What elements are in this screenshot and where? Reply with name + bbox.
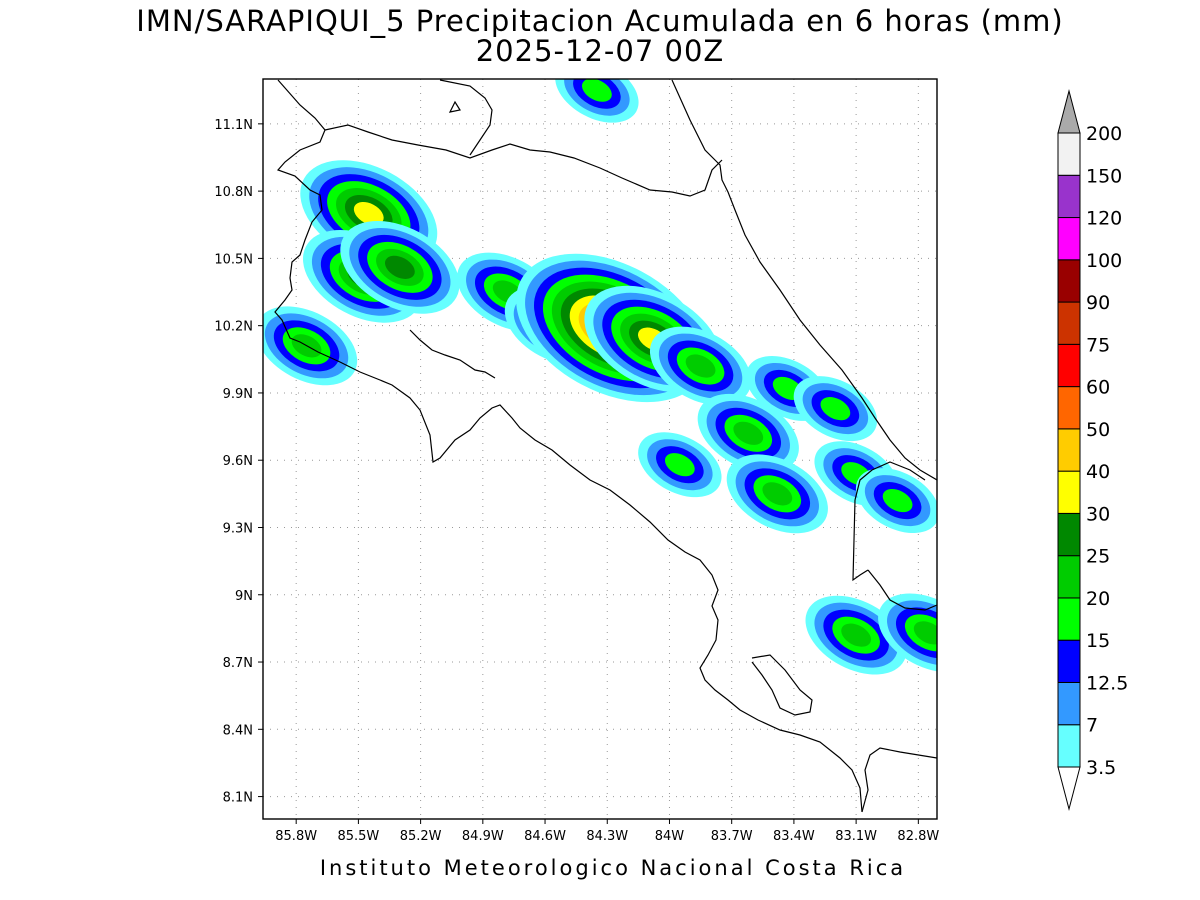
y-tick-label: 10.2N — [214, 320, 253, 335]
y-tick-label: 9.6N — [223, 454, 253, 469]
precip-contour-level — [820, 397, 851, 421]
island — [448, 100, 461, 113]
colorbar-swatch — [1057, 639, 1081, 683]
y-tick-label: 9.9N — [223, 387, 253, 402]
precip-cell — [649, 326, 752, 406]
lake-nicaragua-shore — [439, 79, 493, 156]
colorbar-swatch — [1057, 470, 1081, 514]
colorbar-label: 3.5 — [1086, 757, 1116, 779]
x-tick-label: 83.4W — [773, 829, 815, 844]
colorbar-label: 120 — [1086, 208, 1122, 230]
precip-cell — [793, 376, 878, 442]
colorbar-label: 50 — [1086, 419, 1110, 441]
colorbar-label: 75 — [1086, 334, 1110, 356]
precip-contour-level — [841, 623, 872, 647]
colorbar-legend: 3.5 7 12.5 15 20 25 30 40 50 60 75 90 100 120 150 200 — [1057, 89, 1128, 811]
latitude-axis: 11.1N 10.8N 10.5N 10.2N 9.9N 9.6N 9.3N 9N 8.7N 8.… — [214, 118, 263, 806]
colorbar-label: 60 — [1086, 377, 1110, 399]
precip-contour-level — [762, 482, 793, 506]
y-tick-label: 9N — [235, 589, 253, 604]
y-tick-label: 10.5N — [214, 252, 253, 267]
chiriqui-coast — [861, 747, 937, 813]
longitude-axis: 85.8W 85.5W 85.2W 84.9W 84.6W 84.3W 84W 83.7W 83… — [275, 819, 939, 844]
precip-cell — [697, 393, 799, 473]
colorbar-swatch — [1057, 724, 1081, 768]
colorbar-label: 30 — [1086, 503, 1110, 525]
colorbar-swatch — [1057, 597, 1081, 641]
precip-cell — [726, 454, 828, 534]
map-title: IMN/SARAPIQUI_5 Precipitacion Acumulada … — [136, 4, 1064, 38]
north-border — [324, 124, 723, 197]
colorbar-label: 7 — [1086, 715, 1098, 737]
colorbar-max-arrow — [1057, 89, 1081, 134]
precip-contour-level — [582, 79, 612, 102]
colorbar-swatch — [1057, 132, 1081, 176]
y-tick-label: 9.3N — [223, 521, 253, 536]
precip-cell — [878, 593, 937, 673]
y-tick-label: 11.1N — [214, 118, 253, 133]
map-datetime: 2025-12-07 00Z — [475, 34, 725, 68]
precip-contour-level — [913, 621, 937, 645]
colorbar-label: 25 — [1086, 546, 1110, 568]
precip-contour-level — [882, 488, 913, 513]
colorbar-swatch — [1057, 681, 1081, 726]
footer-credit: Instituto Meteorologico Nacional Costa R… — [319, 856, 907, 880]
colorbar-label: 90 — [1086, 292, 1110, 314]
x-tick-label: 85.8W — [275, 829, 317, 844]
colorbar-label: 150 — [1086, 165, 1122, 187]
precip-cell — [638, 432, 722, 498]
precip-contour-level — [685, 354, 716, 378]
precip-cell — [340, 220, 460, 314]
colorbar-label: 40 — [1086, 461, 1110, 483]
colorbar-swatch — [1057, 217, 1081, 261]
colorbar-label: 15 — [1086, 630, 1110, 652]
osa-peninsula — [751, 654, 813, 716]
x-tick-label: 83.1W — [835, 829, 877, 844]
y-tick-label: 8.4N — [223, 723, 253, 738]
colorbar-swatch — [1057, 259, 1081, 303]
panama-border — [852, 461, 926, 582]
colorbar-swatch — [1057, 343, 1081, 388]
coastline-layer — [274, 79, 937, 813]
colorbar-label: 100 — [1086, 250, 1122, 272]
x-tick-label: 84W — [655, 829, 685, 844]
map-frame — [262, 78, 938, 820]
y-tick-label: 8.1N — [223, 791, 253, 806]
colorbar-swatch — [1057, 386, 1081, 430]
x-tick-label: 82.8W — [897, 829, 939, 844]
gulf-nicoya — [409, 329, 496, 379]
precip-cell — [805, 595, 907, 675]
colorbar-label: 12.5 — [1086, 672, 1128, 694]
colorbar-swatch — [1057, 555, 1081, 599]
colorbar-label: 20 — [1086, 588, 1110, 610]
colorbar-swatch — [1057, 301, 1081, 345]
x-tick-label: 84.3W — [586, 829, 628, 844]
caribbean-coastline — [671, 79, 937, 481]
x-tick-label: 84.9W — [462, 829, 504, 844]
precip-contour-level — [664, 453, 695, 477]
y-tick-label: 10.8N — [214, 185, 253, 200]
x-tick-label: 85.2W — [400, 829, 442, 844]
precip-cell — [555, 79, 639, 123]
colorbar-swatch — [1057, 512, 1081, 557]
x-tick-label: 85.5W — [337, 829, 379, 844]
colorbar-swatch — [1057, 428, 1081, 472]
panama-coast — [867, 569, 937, 611]
precip-cell — [855, 468, 937, 534]
colorbar-swatch — [1057, 174, 1081, 219]
y-tick-label: 8.7N — [223, 656, 253, 671]
x-tick-label: 84.6W — [524, 829, 566, 844]
precip-contour-level — [353, 201, 384, 226]
x-tick-label: 83.7W — [711, 829, 753, 844]
colorbar-label: 200 — [1086, 123, 1122, 145]
precip-contour-level — [733, 421, 764, 445]
colorbar-min-arrow — [1057, 766, 1081, 811]
coastline — [274, 79, 863, 813]
precip-contour-level — [384, 255, 415, 279]
precip-cell — [814, 441, 898, 507]
